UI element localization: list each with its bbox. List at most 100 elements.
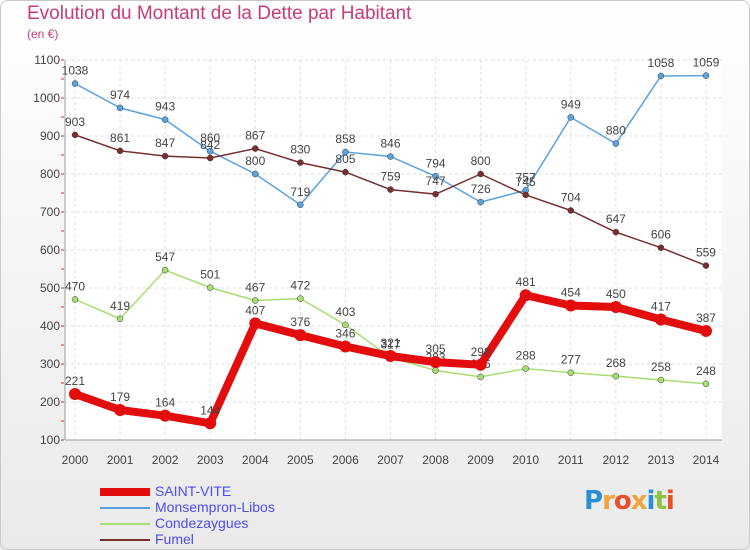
x-tick-label: 2004 <box>242 453 269 467</box>
y-tick-label: 700 <box>40 205 60 219</box>
logo-letter: i <box>665 486 675 516</box>
data-label-fumel: 861 <box>110 131 130 145</box>
x-tick-label: 2003 <box>197 453 224 467</box>
data-point-monsempron-libos <box>702 72 710 79</box>
data-point-saint-vite <box>114 403 127 416</box>
data-point-saint-vite <box>294 329 307 342</box>
x-tick-label: 2007 <box>377 453 404 467</box>
x-tick-label: 2002 <box>152 453 179 467</box>
data-point-fumel <box>342 168 349 176</box>
legend-swatch-condezaygues <box>100 523 150 525</box>
data-label-saint-vite: 407 <box>245 303 265 317</box>
logo-letter: P <box>584 486 603 516</box>
logo-letter: t <box>654 486 666 516</box>
data-point-monsempron-libos <box>477 198 484 206</box>
data-label-monsempron-libos: 858 <box>335 132 355 146</box>
data-label-monsempron-libos: 794 <box>426 156 446 170</box>
data-point-fumel <box>252 145 259 152</box>
data-point-monsempron-libos <box>387 153 394 160</box>
data-point-monsempron-libos <box>657 72 665 80</box>
data-label-fumel: 800 <box>471 154 491 168</box>
x-tick-label: 2000 <box>62 453 89 467</box>
legend-label-condezaygues: Condezaygues <box>155 515 249 531</box>
data-point-condezaygues <box>342 321 349 329</box>
data-label-fumel: 759 <box>380 170 400 184</box>
data-point-condezaygues <box>477 373 484 381</box>
legend-swatch-saint-vite <box>100 488 150 496</box>
data-point-condezaygues <box>297 295 304 302</box>
data-label-monsempron-libos: 860 <box>200 131 220 145</box>
y-tick-label: 1100 <box>34 53 60 67</box>
data-label-monsempron-libos: 726 <box>471 182 491 196</box>
data-label-monsempron-libos: 943 <box>155 100 175 114</box>
data-label-monsempron-libos: 800 <box>245 154 265 168</box>
data-point-fumel <box>161 152 169 160</box>
data-point-fumel <box>297 159 304 166</box>
data-point-monsempron-libos <box>612 140 620 147</box>
data-label-monsempron-libos: 949 <box>561 97 581 111</box>
data-point-saint-vite <box>384 350 397 363</box>
data-point-saint-vite <box>654 313 667 326</box>
data-point-fumel <box>432 190 439 198</box>
x-tick-label: 2005 <box>287 453 314 467</box>
data-label-fumel: 847 <box>155 136 175 150</box>
logo-letter: o <box>613 486 632 516</box>
data-point-monsempron-libos <box>432 173 439 180</box>
data-point-monsempron-libos <box>206 147 214 155</box>
data-label-condezaygues: 403 <box>335 305 355 319</box>
data-label-saint-vite: 321 <box>380 336 400 350</box>
data-point-saint-vite <box>249 317 262 330</box>
data-point-fumel <box>71 131 79 139</box>
data-label-saint-vite: 164 <box>155 396 175 410</box>
data-point-monsempron-libos <box>116 104 124 112</box>
data-label-saint-vite: 450 <box>606 287 626 301</box>
data-label-saint-vite: 387 <box>696 311 716 325</box>
chart-title: Evolution du Montant de la Dette par Hab… <box>27 3 412 24</box>
x-tick-label: 2001 <box>107 453 134 467</box>
data-label-fumel: 747 <box>426 174 446 188</box>
data-label-saint-vite: 221 <box>65 374 85 388</box>
chart-subtitle: (en €) <box>27 27 59 41</box>
x-tick-label: 2014 <box>693 453 720 467</box>
x-tick-label: 2011 <box>558 453 584 467</box>
data-point-condezaygues <box>567 369 575 376</box>
legend-label-monsempron-libos: Monsempron-Libos <box>155 499 275 515</box>
data-label-fumel: 867 <box>245 129 265 143</box>
data-label-fumel: 903 <box>65 115 85 129</box>
data-point-monsempron-libos <box>342 148 349 156</box>
y-tick-label: 800 <box>40 167 60 181</box>
data-point-saint-vite <box>609 301 622 313</box>
data-point-saint-vite <box>429 356 442 369</box>
data-label-monsempron-libos: 846 <box>380 137 400 151</box>
data-label-saint-vite: 305 <box>426 342 446 356</box>
data-point-fumel <box>387 186 394 193</box>
data-label-fumel: 647 <box>606 212 626 226</box>
data-point-condezaygues <box>702 380 710 388</box>
data-label-condezaygues: 472 <box>290 279 310 293</box>
proxiti-logo[interactable]: Proxiti <box>584 486 675 516</box>
data-point-condezaygues <box>161 266 169 274</box>
data-label-condezaygues: 419 <box>110 299 130 313</box>
data-label-monsempron-libos: 719 <box>290 185 310 199</box>
data-point-condezaygues <box>432 367 439 374</box>
data-label-fumel: 559 <box>696 246 716 260</box>
data-label-condezaygues: 467 <box>245 281 265 295</box>
logo-letter: r <box>602 486 615 516</box>
data-point-condezaygues <box>116 315 124 323</box>
data-point-saint-vite <box>474 358 487 371</box>
data-label-monsempron-libos: 974 <box>110 88 130 102</box>
x-tick-label: 2008 <box>422 453 449 467</box>
data-point-monsempron-libos <box>161 116 169 123</box>
data-label-monsempron-libos: 1058 <box>648 56 675 70</box>
data-label-saint-vite: 481 <box>516 275 536 289</box>
data-point-condezaygues <box>252 297 259 304</box>
data-label-condezaygues: 288 <box>516 349 536 363</box>
data-label-monsempron-libos: 1038 <box>62 64 89 78</box>
data-point-fumel <box>206 154 214 162</box>
data-label-condezaygues: 277 <box>561 353 581 367</box>
data-label-monsempron-libos: 880 <box>606 124 626 138</box>
y-tick-label: 500 <box>40 281 60 295</box>
x-tick-label: 2010 <box>512 453 539 467</box>
data-point-monsempron-libos <box>252 170 259 178</box>
data-label-fumel: 745 <box>516 175 536 189</box>
